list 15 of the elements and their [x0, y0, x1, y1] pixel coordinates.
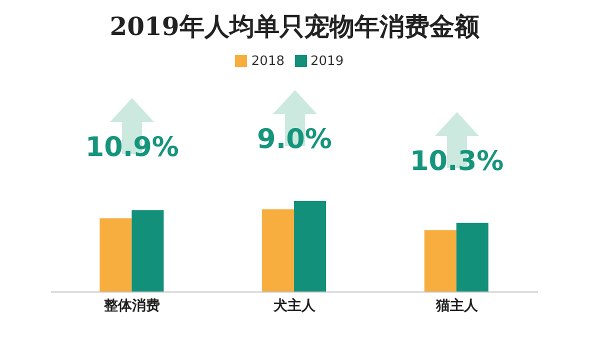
legend-label: 2019 — [310, 54, 344, 69]
bar — [424, 230, 456, 292]
bar — [262, 209, 294, 292]
bar — [456, 222, 488, 292]
text: 10.9% — [84, 132, 180, 163]
bar — [132, 210, 164, 292]
chart-title: 2019年人均单只宠物年消费金额 — [108, 11, 480, 43]
x-tick-label: 猫主人 — [434, 296, 479, 314]
text: 9.0% — [256, 124, 333, 155]
bar — [294, 201, 326, 292]
bar — [100, 218, 132, 292]
x-tick-label: 整体消费 — [103, 298, 160, 314]
legend-label: 2018 — [251, 54, 284, 69]
x-tick-label: 犬主人 — [274, 296, 316, 314]
text: 10.3% — [408, 146, 505, 177]
